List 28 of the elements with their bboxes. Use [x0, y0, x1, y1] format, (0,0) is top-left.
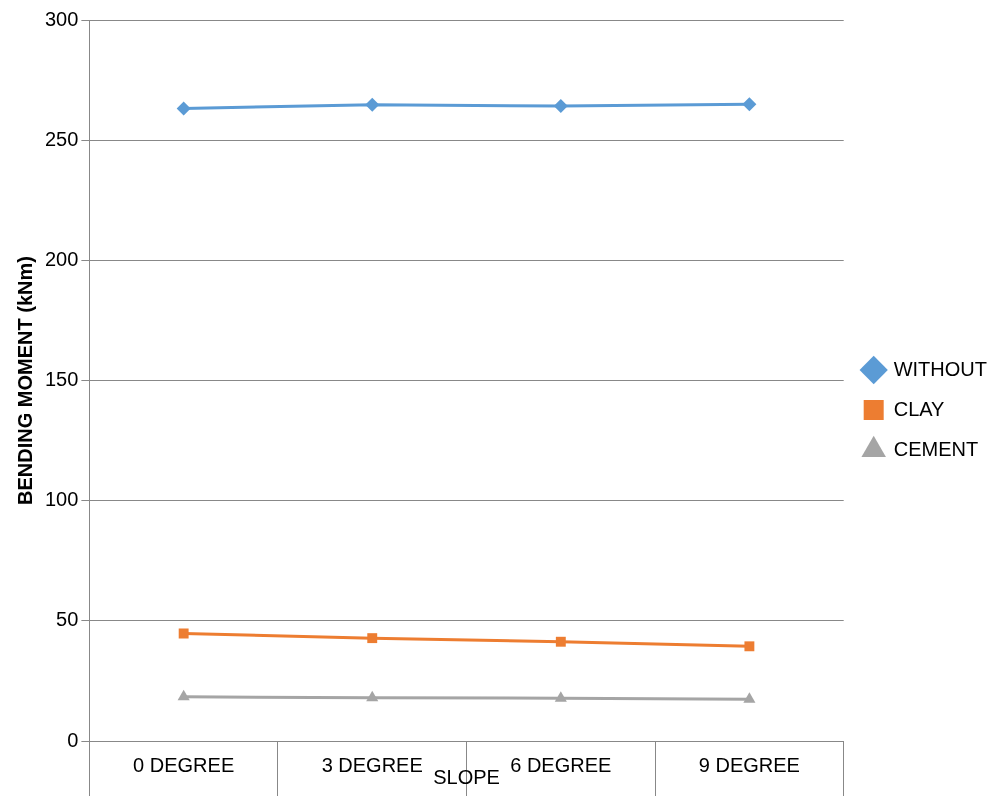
legend-label: WITHOUT: [893, 357, 987, 380]
x-tick-label: 0 DEGREE: [133, 753, 235, 776]
x-tick-label: 9 DEGREE: [698, 753, 800, 776]
point: [366, 690, 379, 702]
y-tick-label: 200: [44, 247, 79, 270]
y-tick-label: 250: [44, 127, 79, 150]
point: [742, 97, 757, 112]
x-tick-label: 6 DEGREE: [510, 753, 612, 776]
legend-label: CLAY: [893, 397, 945, 420]
legend-label: CEMENT: [893, 437, 979, 460]
point: [367, 633, 378, 644]
y-tick-label: 0: [67, 728, 79, 751]
point: [744, 641, 755, 652]
y-tick-label: 300: [44, 7, 79, 30]
point: [176, 101, 191, 116]
point: [555, 636, 566, 647]
y-tick-label: 150: [44, 368, 79, 391]
y-tick-label: 50: [56, 608, 79, 631]
y-tick-label: 100: [44, 488, 79, 511]
point: [554, 691, 567, 702]
x-tick-label: 3 DEGREE: [321, 753, 423, 776]
y-axis-title: BENDING MOMENT (kNm): [13, 256, 36, 505]
point: [365, 97, 380, 112]
point: [553, 99, 568, 114]
point: [177, 689, 190, 701]
point: [178, 628, 189, 639]
x-axis-title: SLOPE: [433, 765, 500, 788]
point: [743, 692, 756, 703]
